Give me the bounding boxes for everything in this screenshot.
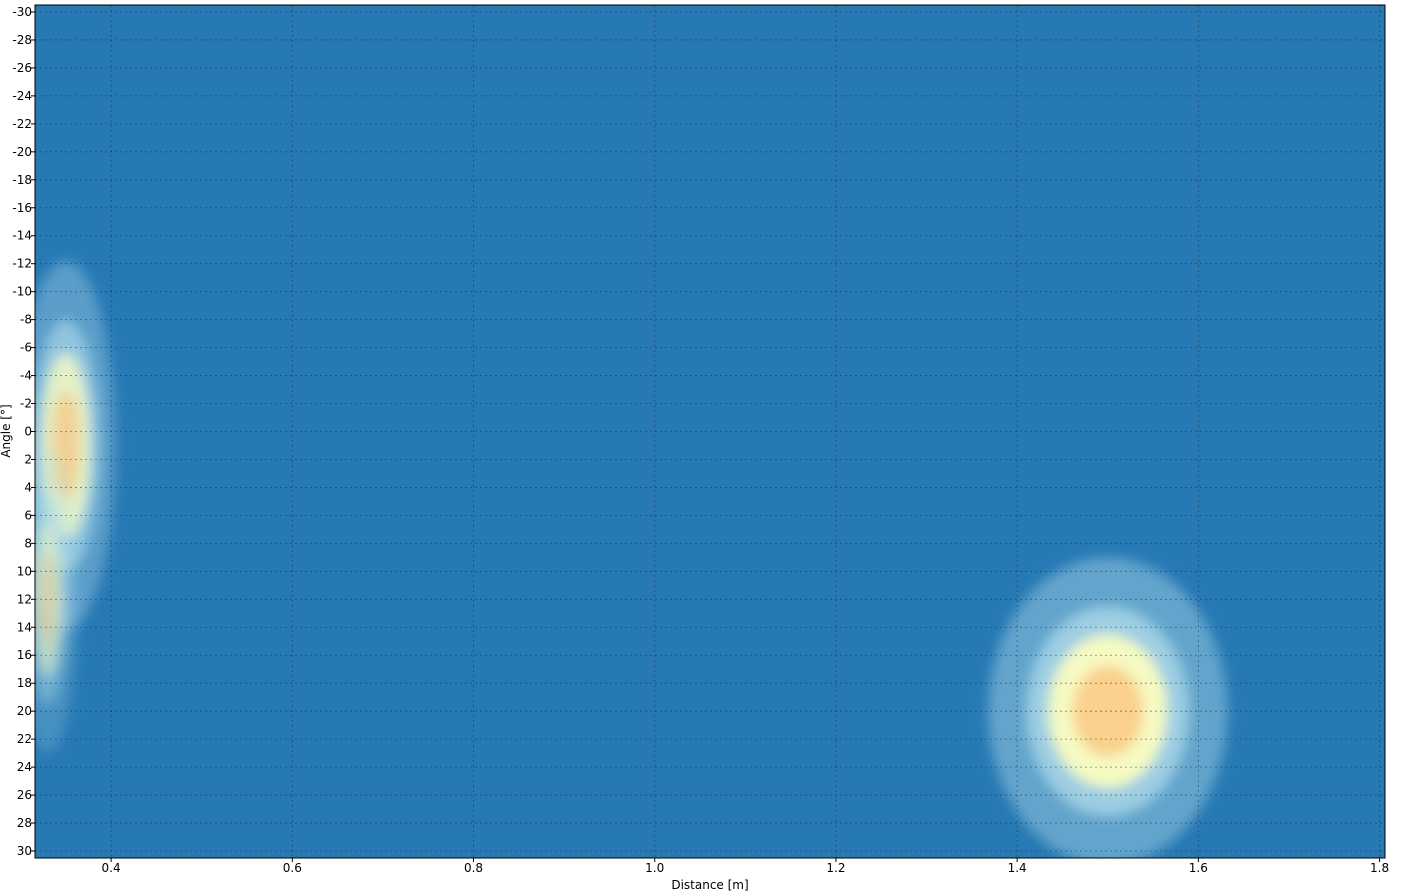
y-tick-label: 22 <box>17 732 32 746</box>
heat-spot <box>988 557 1228 858</box>
x-tick-label: 1.0 <box>645 861 664 875</box>
y-tick-label: 24 <box>17 760 32 774</box>
x-tick-label: 0.4 <box>102 861 121 875</box>
y-tick-label: 10 <box>17 564 32 578</box>
x-tick-label: 1.4 <box>1008 861 1027 875</box>
y-tick-label: 14 <box>17 620 32 634</box>
y-tick-label: 30 <box>17 844 32 858</box>
y-tick-label: -20 <box>12 145 32 159</box>
y-tick-label: 4 <box>24 480 32 494</box>
x-tick-label: 0.6 <box>283 861 302 875</box>
y-tick-label: 8 <box>24 536 32 550</box>
x-tick-label: 1.8 <box>1370 861 1389 875</box>
tick-layer: -30-28-26-24-22-20-18-16-14-12-10-8-6-4-… <box>12 5 1389 875</box>
y-tick-label: 18 <box>17 676 32 690</box>
x-tick-label: 1.2 <box>826 861 845 875</box>
y-tick-label: 12 <box>17 592 32 606</box>
y-tick-label: -22 <box>12 117 32 131</box>
x-tick-label: 0.8 <box>464 861 483 875</box>
heat-spot-layer <box>1072 665 1144 757</box>
y-tick-label: -30 <box>12 5 32 19</box>
x-tick-label: 1.6 <box>1189 861 1208 875</box>
y-tick-label: -6 <box>20 341 32 355</box>
y-tick-label: -26 <box>12 61 32 75</box>
heat-layer <box>35 260 1228 858</box>
y-tick-label: -10 <box>12 285 32 299</box>
y-tick-label: -16 <box>12 201 32 215</box>
y-tick-label: -2 <box>20 397 32 411</box>
y-axis-title: Angle [°] <box>0 404 13 457</box>
y-tick-label: 2 <box>24 452 32 466</box>
y-tick-label: 6 <box>24 508 32 522</box>
y-tick-label: 16 <box>17 648 32 662</box>
y-tick-label: 26 <box>17 788 32 802</box>
y-tick-label: -4 <box>20 369 32 383</box>
y-tick-label: -8 <box>20 313 32 327</box>
y-tick-label: -28 <box>12 33 32 47</box>
y-tick-label: 0 <box>24 425 32 439</box>
y-tick-label: 20 <box>17 704 32 718</box>
y-tick-label: -14 <box>12 229 32 243</box>
heat-spot-layer <box>38 553 57 645</box>
grid-layer <box>35 5 1385 858</box>
y-tick-label: -12 <box>12 257 32 271</box>
x-axis-title: Distance [m] <box>671 878 748 892</box>
y-tick-label: 28 <box>17 816 32 830</box>
y-tick-label: -18 <box>12 173 32 187</box>
y-tick-label: -24 <box>12 89 32 103</box>
